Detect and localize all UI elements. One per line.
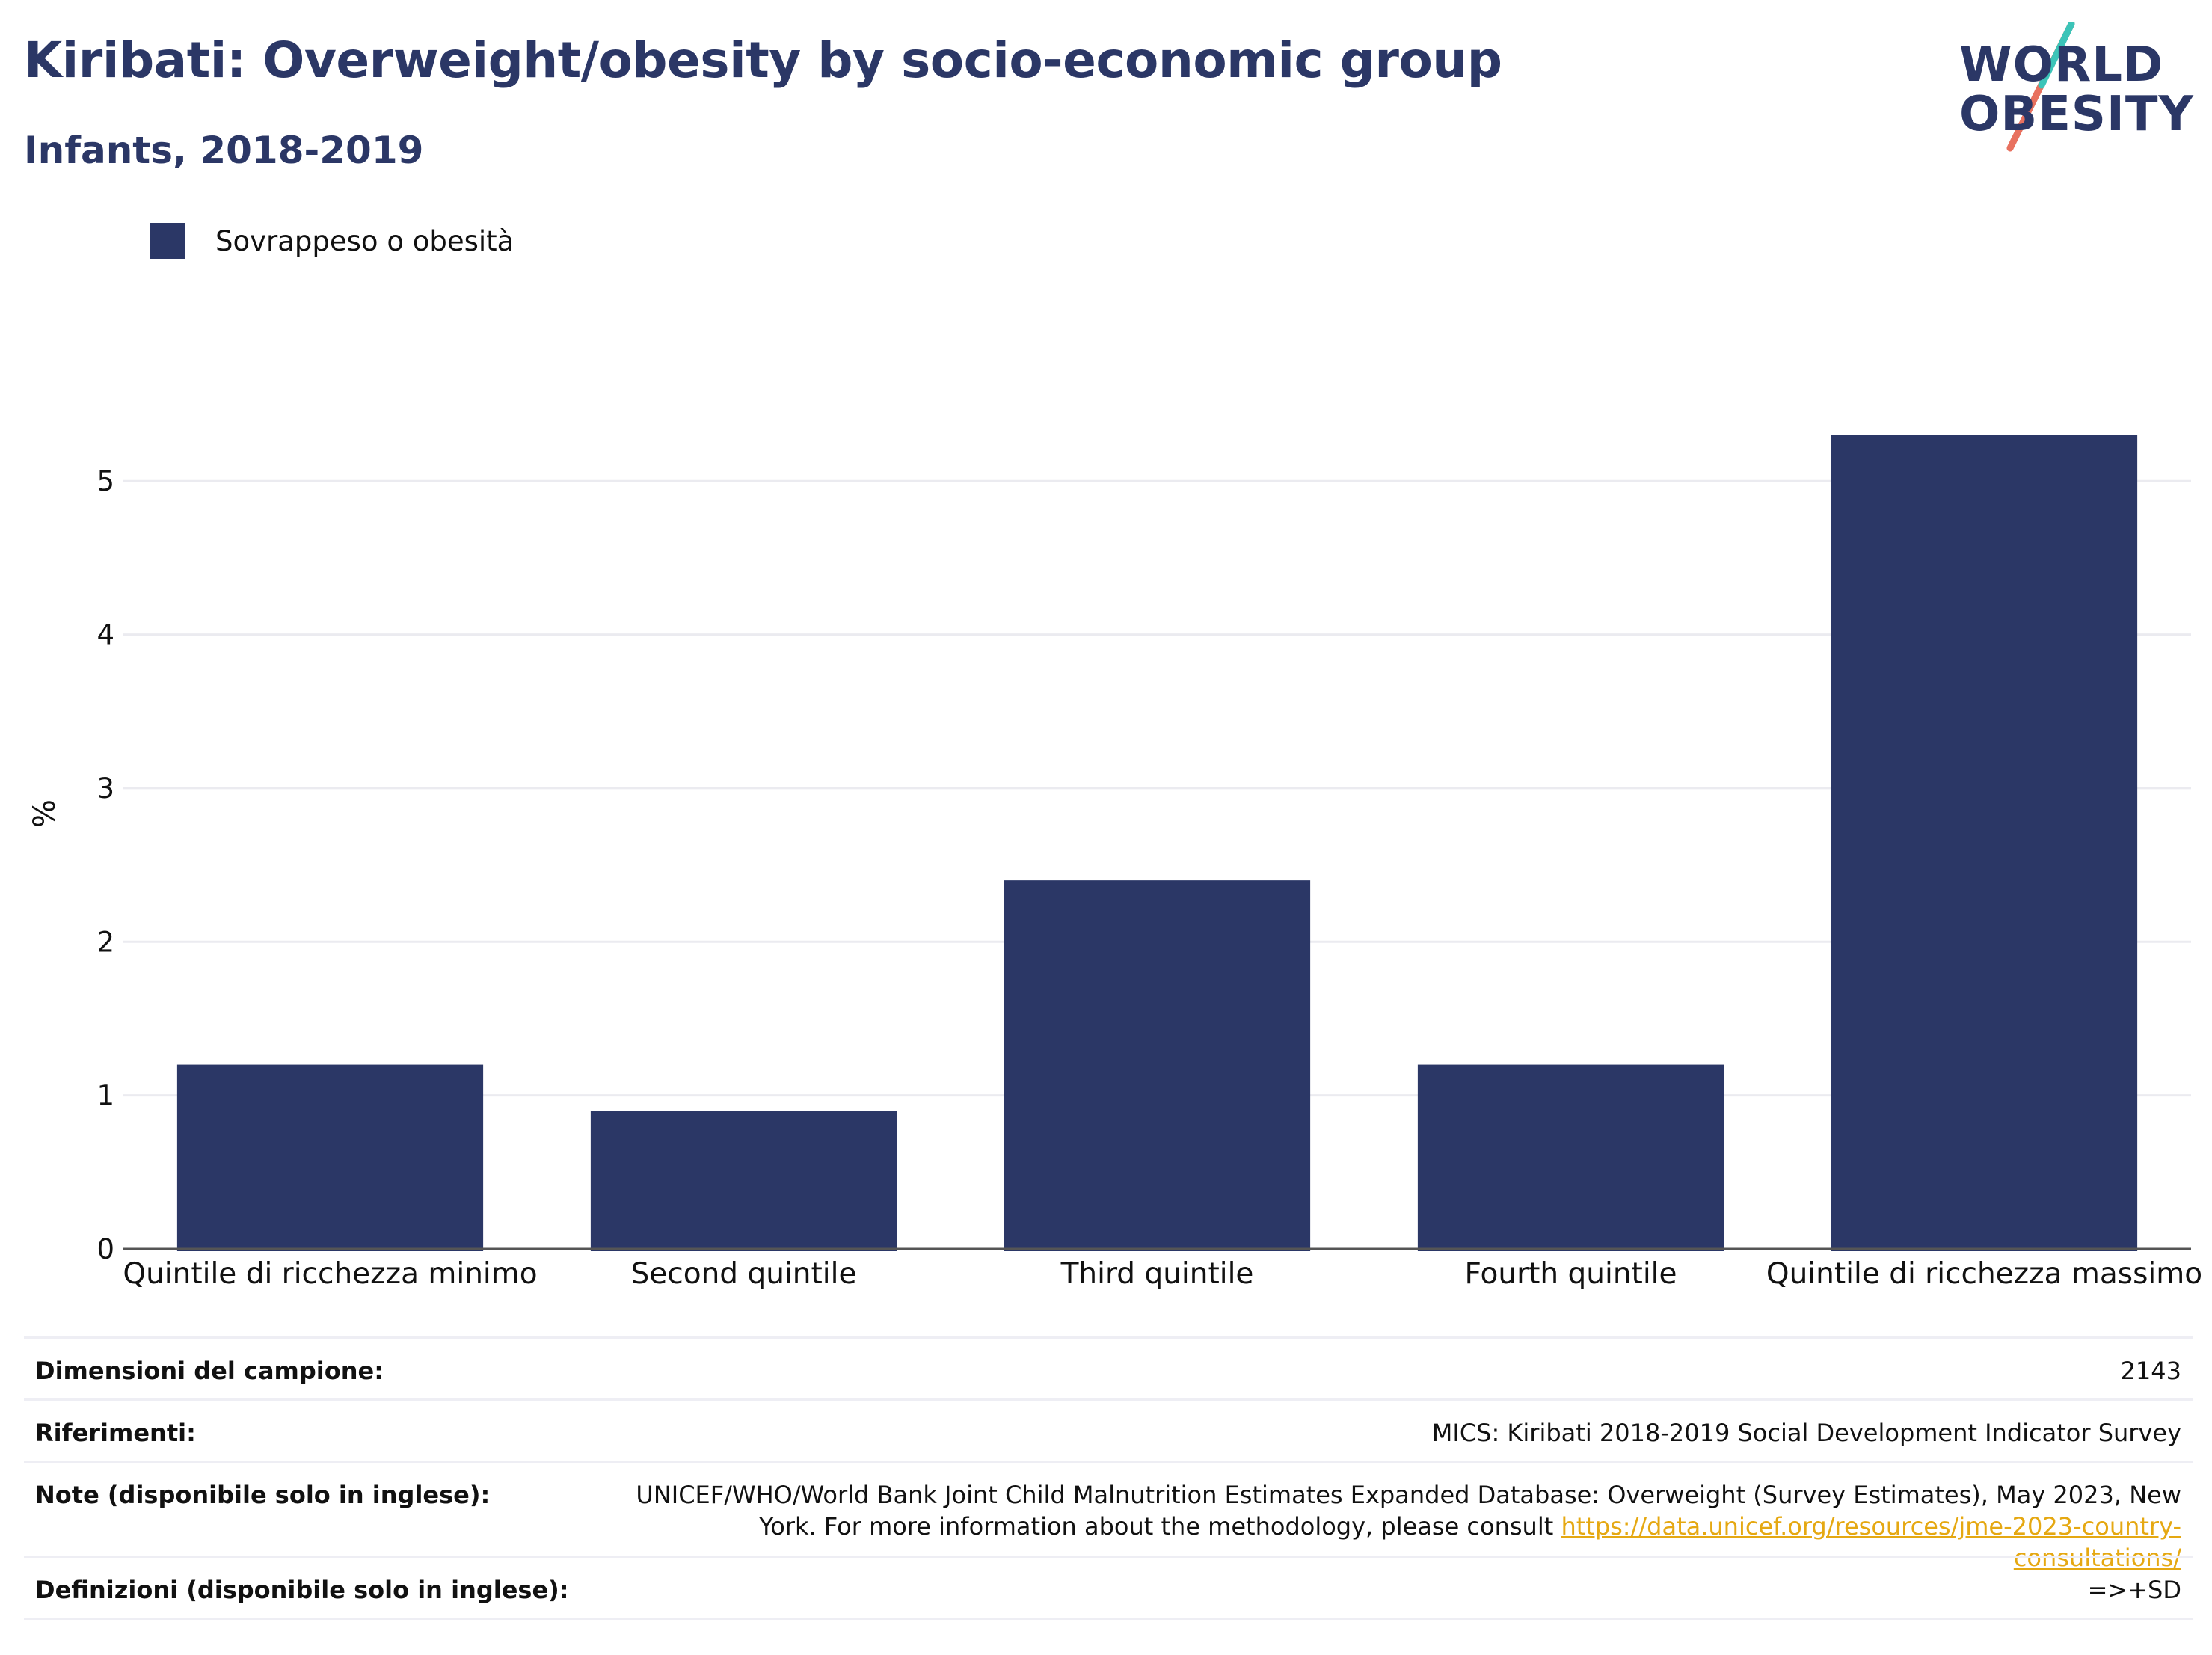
bar[interactable] <box>590 1111 897 1251</box>
legend-swatch <box>150 223 185 259</box>
legend[interactable]: Sovrappeso o obesità <box>150 223 514 259</box>
row-key: Riferimenti: <box>35 1419 196 1447</box>
row-key: Note (disponibile solo in inglese): <box>35 1481 491 1509</box>
chart-subtitle: Infants, 2018-2019 <box>24 129 424 172</box>
x-tick-label: Fourth quintile <box>1464 1257 1677 1291</box>
row-value: 2143 <box>2120 1357 2181 1385</box>
logo-slash-icon <box>2006 22 2075 152</box>
table-row: Note (disponibile solo in inglese): UNIC… <box>24 1461 2193 1572</box>
y-tick-label: 5 <box>96 465 114 497</box>
methodology-link[interactable]: https://data.unicef.org/resources/jme-20… <box>1561 1512 2181 1572</box>
row-value: UNICEF/WHO/World Bank Joint Child Malnut… <box>611 1479 2181 1573</box>
bar[interactable] <box>1831 435 2138 1251</box>
y-tick-label: 4 <box>96 619 114 651</box>
row-key: Dimensioni del campione: <box>35 1357 384 1385</box>
info-table: Dimensioni del campione: 2143 Riferiment… <box>24 1336 2193 1620</box>
x-tick-label: Third quintile <box>1060 1257 1254 1291</box>
bar-chart: 0 1 2 3 4 5 Quintile di ricchezza minimo Second… <box>96 435 2202 1291</box>
y-tick-label: 0 <box>96 1233 114 1265</box>
world-obesity-logo[interactable]: WORLD OBESITY <box>1952 22 2199 157</box>
table-row: Dimensioni del campione: 2143 <box>24 1336 2193 1398</box>
bar[interactable] <box>176 1064 484 1251</box>
table-row: Definizioni (disponibile solo in inglese… <box>24 1556 2193 1620</box>
legend-label: Sovrappeso o obesità <box>215 224 514 257</box>
logo-line1: WORLD <box>1959 37 2164 93</box>
y-tick-label: 3 <box>96 773 114 805</box>
row-key: Definizioni (disponibile solo in inglese… <box>35 1576 569 1604</box>
y-tick-label: 1 <box>96 1080 114 1112</box>
note-text: UNICEF/WHO/World Bank Joint Child Malnut… <box>636 1481 2181 1541</box>
x-tick-label: Quintile di ricchezza minimo <box>123 1257 537 1291</box>
x-tick-label: Second quintile <box>631 1257 857 1291</box>
row-value: =>+SD <box>2087 1576 2181 1604</box>
row-value: MICS: Kiribati 2018-2019 Social Developm… <box>1431 1419 2181 1447</box>
table-row: Riferimenti: MICS: Kiribati 2018-2019 So… <box>24 1398 2193 1461</box>
x-tick-label: Quintile di ricchezza massimo <box>1766 1257 2202 1291</box>
bar[interactable] <box>1004 880 1311 1251</box>
bar[interactable] <box>1417 1064 1724 1251</box>
chart-title: Kiribati: Overweight/obesity by socio-ec… <box>24 31 1502 89</box>
y-tick-label: 2 <box>96 926 114 958</box>
logo-line2: OBESITY <box>1959 87 2194 142</box>
